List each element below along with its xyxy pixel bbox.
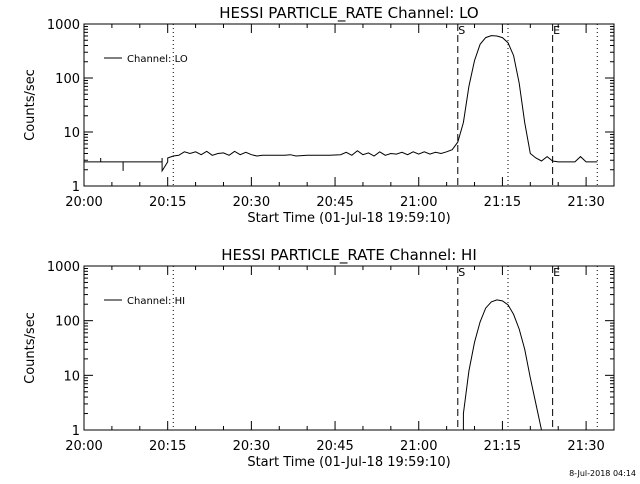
y-axis-label: Counts/sec: [23, 69, 38, 141]
y-tick-label: 1: [72, 180, 80, 195]
x-tick-label: 21:15: [484, 195, 521, 210]
y-tick-label: 10: [63, 369, 80, 384]
x-tick-label: 20:45: [316, 195, 353, 210]
event-marker-label: E: [553, 266, 560, 279]
legend-entry: Channel: LO: [127, 54, 188, 65]
x-tick-label: 20:15: [149, 195, 186, 210]
event-marker-label: S: [458, 266, 465, 279]
x-tick-label: 20:30: [233, 195, 270, 210]
y-tick-label: 1000: [47, 260, 80, 275]
chart-panel-2: HESSI PARTICLE_RATE Channel: HI 1 10 100 100…: [23, 246, 615, 470]
x-tick-label: 20:45: [316, 439, 353, 454]
y-tick-label: 10: [63, 126, 80, 141]
series-line: [84, 35, 598, 173]
chart-panel-1: HESSI PARTICLE_RATE Channel: LO 1 10 100 100…: [23, 4, 615, 226]
x-tick-label: 21:30: [567, 195, 604, 210]
y-tick-label: 1: [72, 424, 80, 439]
series-line: [462, 299, 542, 430]
legend-entry: Channel: HI: [127, 296, 185, 307]
x-axis-label: Start Time (01-Jul-18 19:59:10): [247, 455, 450, 470]
x-tick-label: 20:30: [233, 439, 270, 454]
x-tick-label: 20:00: [65, 195, 102, 210]
chart-title: HESSI PARTICLE_RATE Channel: LO: [219, 4, 478, 23]
x-axis-label: Start Time (01-Jul-18 19:59:10): [247, 211, 450, 226]
x-tick-label: 21:15: [484, 439, 521, 454]
plot-frame: [83, 23, 615, 187]
event-marker-label: E: [553, 24, 560, 37]
x-tick-label: 21:00: [400, 195, 437, 210]
y-axis-label: Counts/sec: [23, 312, 38, 384]
x-tick-label: 20:15: [149, 439, 186, 454]
x-tick-label: 20:00: [65, 439, 102, 454]
plot-frame: [83, 265, 615, 431]
footer-timestamp: 8-Jul-2018 04:14: [569, 469, 636, 478]
y-tick-label: 1000: [47, 18, 80, 33]
x-tick-label: 21:30: [567, 439, 604, 454]
y-tick-label: 100: [55, 72, 80, 87]
event-marker-label: S: [458, 24, 465, 37]
chart-title: HESSI PARTICLE_RATE Channel: HI: [221, 246, 477, 265]
x-tick-label: 21:00: [400, 439, 437, 454]
y-tick-label: 100: [55, 315, 80, 330]
